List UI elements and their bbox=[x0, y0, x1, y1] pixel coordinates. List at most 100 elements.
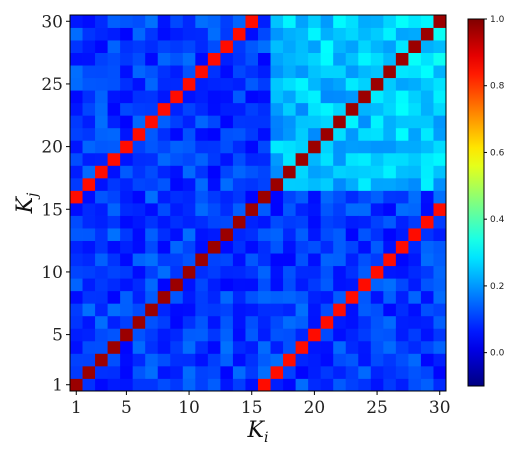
heatmap-cell bbox=[220, 303, 234, 317]
heatmap-cell bbox=[420, 152, 434, 166]
heatmap-cell bbox=[308, 27, 322, 41]
heatmap-cell bbox=[95, 115, 108, 129]
heatmap-cell bbox=[220, 228, 234, 241]
heatmap-cell bbox=[207, 140, 221, 154]
heatmap-cell bbox=[433, 290, 447, 304]
heatmap-cell bbox=[270, 353, 284, 367]
heatmap-cell bbox=[320, 228, 334, 241]
heatmap-cell bbox=[308, 40, 322, 53]
heatmap-cell bbox=[420, 265, 434, 279]
heatmap-cell bbox=[408, 278, 422, 292]
heatmap-cell bbox=[308, 253, 322, 267]
heatmap-cell bbox=[220, 290, 234, 304]
heatmap-cell bbox=[283, 303, 296, 317]
heatmap-cell bbox=[170, 240, 184, 254]
heatmap-cell bbox=[333, 102, 347, 116]
heatmap-cell bbox=[220, 177, 234, 191]
heatmap-cell bbox=[295, 378, 309, 392]
heatmap-cell bbox=[132, 315, 146, 329]
heatmap-cell bbox=[70, 190, 83, 204]
heatmap-cell bbox=[295, 165, 309, 179]
heatmap-cell bbox=[320, 203, 334, 216]
heatmap-cell bbox=[370, 315, 384, 329]
heatmap-cell bbox=[70, 165, 83, 179]
heatmap-cell bbox=[195, 152, 209, 166]
heatmap-cell bbox=[232, 40, 246, 53]
heatmap-cell bbox=[232, 215, 246, 229]
heatmap-cell bbox=[308, 152, 322, 166]
heatmap-cell bbox=[258, 228, 271, 241]
heatmap-cell bbox=[207, 228, 221, 241]
heatmap-cell bbox=[395, 140, 409, 154]
heatmap-cell bbox=[320, 27, 334, 41]
heatmap-cell bbox=[358, 378, 372, 392]
heatmap-cell bbox=[95, 240, 108, 254]
heatmap-cell bbox=[70, 40, 83, 53]
heatmap-cell bbox=[370, 77, 384, 91]
heatmap-cell bbox=[395, 65, 409, 79]
heatmap-cell bbox=[145, 52, 159, 66]
heatmap-cell bbox=[107, 190, 121, 204]
heatmap-cell bbox=[358, 15, 372, 28]
heatmap-cell bbox=[270, 165, 284, 179]
heatmap-cell bbox=[132, 353, 146, 367]
heatmap-cell bbox=[420, 102, 434, 116]
heatmap-cell bbox=[195, 228, 209, 241]
heatmap-cell bbox=[182, 365, 196, 379]
x-tick-label: 20 bbox=[304, 398, 326, 418]
heatmap-cell bbox=[270, 328, 284, 342]
heatmap-cell bbox=[145, 228, 159, 241]
heatmap-cell bbox=[220, 140, 234, 154]
heatmap-cell bbox=[120, 115, 134, 129]
heatmap-cell bbox=[270, 315, 284, 329]
heatmap-cell bbox=[182, 65, 196, 79]
heatmap-cell bbox=[283, 315, 296, 329]
heatmap-cell bbox=[358, 152, 372, 166]
heatmap-cell bbox=[408, 77, 422, 91]
heatmap-cell bbox=[95, 228, 108, 241]
heatmap-cell bbox=[383, 65, 397, 79]
heatmap-cell bbox=[170, 177, 184, 191]
heatmap-cell bbox=[220, 203, 234, 216]
heatmap-cell bbox=[258, 102, 271, 116]
heatmap-cell bbox=[383, 303, 397, 317]
heatmap-cell bbox=[308, 265, 322, 279]
colorbar-tick-label: 0.2 bbox=[490, 282, 504, 292]
heatmap-cell bbox=[358, 40, 372, 53]
heatmap-cell bbox=[283, 177, 296, 191]
heatmap-cell bbox=[232, 115, 246, 129]
heatmap-cell bbox=[245, 290, 259, 304]
heatmap-cell bbox=[70, 228, 83, 241]
heatmap-cell bbox=[120, 203, 134, 216]
x-tick-label: 15 bbox=[241, 398, 263, 418]
heatmap-cell bbox=[182, 328, 196, 342]
heatmap-cell bbox=[70, 365, 83, 379]
heatmap-cell bbox=[383, 77, 397, 91]
heatmap-cell bbox=[420, 365, 434, 379]
heatmap-cell bbox=[195, 365, 209, 379]
heatmap-cell bbox=[195, 290, 209, 304]
heatmap-cell bbox=[107, 278, 121, 292]
heatmap-cell bbox=[333, 365, 347, 379]
heatmap-cell bbox=[70, 177, 83, 191]
heatmap-cell bbox=[120, 140, 134, 154]
heatmap-cell bbox=[145, 15, 159, 28]
heatmap-cell bbox=[70, 278, 83, 292]
heatmap-cell bbox=[82, 115, 96, 129]
heatmap-cell bbox=[145, 328, 159, 342]
heatmap-cell bbox=[308, 378, 322, 392]
heatmap-cell bbox=[70, 340, 83, 354]
heatmap-cell bbox=[408, 215, 422, 229]
y-tick-label: 25 bbox=[41, 75, 63, 95]
heatmap-cell bbox=[258, 27, 271, 41]
heatmap-cell bbox=[70, 378, 83, 392]
heatmap-cell bbox=[320, 190, 334, 204]
heatmap-cell bbox=[157, 365, 171, 379]
heatmap-cell bbox=[270, 127, 284, 141]
heatmap-cell bbox=[232, 265, 246, 279]
heatmap-cell bbox=[170, 228, 184, 241]
heatmap-cell bbox=[433, 177, 447, 191]
heatmap-cell bbox=[258, 52, 271, 66]
heatmap-cell bbox=[232, 353, 246, 367]
heatmap-cell bbox=[82, 353, 96, 367]
